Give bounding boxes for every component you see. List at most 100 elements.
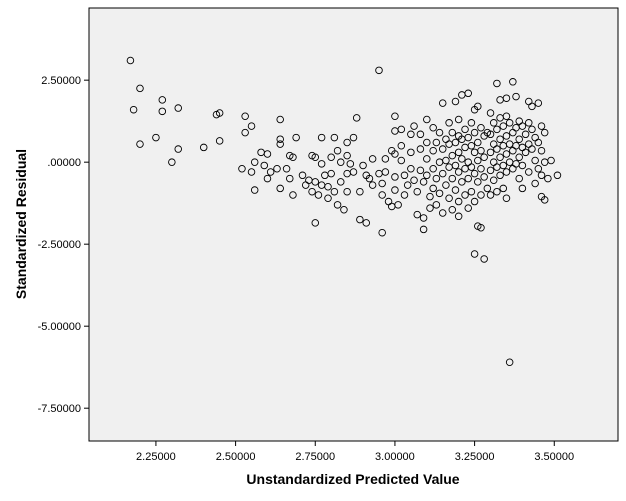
- data-point: [454, 212, 463, 221]
- data-point: [467, 187, 476, 196]
- data-point: [467, 142, 476, 150]
- data-point: [480, 173, 488, 181]
- data-point: [423, 115, 431, 124]
- data-point: [451, 97, 460, 106]
- data-point: [429, 123, 437, 132]
- data-point: [276, 140, 284, 148]
- data-point: [486, 148, 495, 157]
- data-point: [397, 156, 406, 165]
- data-point: [451, 186, 460, 194]
- data-point: [391, 150, 399, 158]
- data-point: [464, 174, 472, 183]
- data-point: [337, 158, 345, 166]
- data-point: [448, 174, 457, 183]
- data-point: [454, 168, 463, 176]
- data-point: [215, 109, 224, 117]
- data-point: [314, 191, 323, 199]
- data-point: [199, 143, 208, 152]
- data-point: [158, 107, 167, 116]
- x-tick-label: 3.00000: [375, 451, 415, 463]
- data-point: [505, 119, 514, 127]
- data-point: [474, 178, 482, 186]
- data-point: [343, 187, 351, 196]
- data-point: [438, 145, 447, 153]
- data-point: [273, 164, 281, 173]
- data-point: [454, 197, 463, 206]
- data-point: [477, 224, 485, 232]
- data-point: [250, 186, 259, 194]
- data-point: [525, 168, 533, 176]
- y-tick-label: .00000: [47, 157, 81, 169]
- data-point: [486, 166, 495, 175]
- data-point: [493, 145, 501, 153]
- data-point: [413, 187, 421, 196]
- data-point: [451, 138, 460, 147]
- data-point: [483, 184, 492, 193]
- data-point: [429, 184, 437, 193]
- data-point: [410, 122, 418, 130]
- data-point: [365, 174, 374, 183]
- data-point: [445, 119, 453, 127]
- y-tick-label: -5.00000: [38, 321, 81, 333]
- data-point: [438, 209, 447, 217]
- data-point: [423, 171, 431, 180]
- data-point: [515, 153, 523, 162]
- data-point: [311, 153, 320, 162]
- data-point: [477, 191, 485, 199]
- data-point: [349, 168, 358, 176]
- data-point: [470, 169, 479, 178]
- data-point: [537, 146, 546, 155]
- data-point: [419, 178, 428, 186]
- data-point: [438, 169, 447, 178]
- data-point: [461, 125, 469, 134]
- data-point: [327, 169, 335, 178]
- data-point: [403, 181, 412, 189]
- data-point: [324, 194, 332, 203]
- data-point: [540, 196, 549, 204]
- data-point: [451, 161, 460, 170]
- data-point: [368, 181, 377, 189]
- data-point: [429, 164, 437, 173]
- data-point: [394, 201, 402, 209]
- data-point: [454, 115, 463, 124]
- data-point: [346, 160, 355, 168]
- data-point: [407, 164, 415, 173]
- data-point: [493, 125, 501, 134]
- data-point: [298, 171, 307, 180]
- data-point: [442, 181, 450, 189]
- data-point: [537, 122, 546, 130]
- data-point: [467, 163, 476, 171]
- data-point: [282, 164, 291, 173]
- data-point: [499, 184, 508, 193]
- data-point: [263, 174, 272, 183]
- data-point: [518, 161, 527, 170]
- data-points: [126, 56, 562, 367]
- data-point: [502, 150, 511, 158]
- data-point: [241, 128, 249, 137]
- data-point: [489, 176, 498, 184]
- data-point: [359, 161, 367, 170]
- x-axis: 2.25000 2.50000 2.75000 3.00000 3.25000 3.500…: [136, 441, 574, 463]
- data-point: [410, 176, 418, 184]
- data-point: [378, 191, 386, 199]
- data-point: [400, 191, 409, 199]
- data-point: [174, 104, 182, 112]
- data-point: [518, 184, 527, 193]
- data-point: [489, 119, 498, 127]
- data-point: [292, 133, 300, 142]
- data-point: [352, 114, 361, 122]
- data-point: [391, 186, 399, 194]
- data-point: [158, 96, 167, 104]
- data-point: [480, 255, 488, 263]
- data-point: [375, 66, 383, 75]
- data-point: [311, 178, 320, 186]
- data-point: [458, 155, 466, 163]
- data-point: [515, 174, 523, 183]
- data-point: [464, 133, 472, 142]
- data-point: [391, 173, 399, 181]
- x-tick-label: 3.50000: [534, 451, 574, 463]
- data-point: [537, 171, 546, 180]
- data-point: [493, 187, 501, 196]
- data-point: [136, 84, 144, 93]
- data-point: [129, 105, 138, 114]
